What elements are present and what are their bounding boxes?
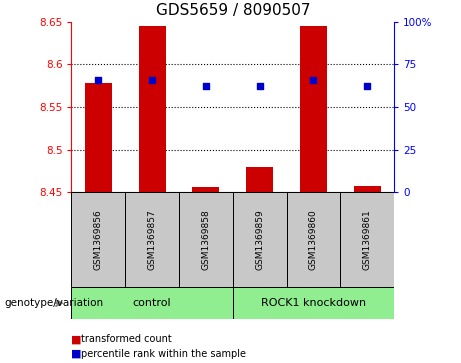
Text: percentile rank within the sample: percentile rank within the sample <box>81 349 246 359</box>
Point <box>364 83 371 89</box>
Point <box>95 77 102 83</box>
Text: ■: ■ <box>71 334 82 344</box>
Bar <box>233 287 394 319</box>
Point <box>310 77 317 83</box>
Text: control: control <box>133 298 171 308</box>
Point <box>256 83 263 89</box>
Text: ROCK1 knockdown: ROCK1 knockdown <box>261 298 366 308</box>
Text: GSM1369860: GSM1369860 <box>309 209 318 270</box>
Bar <box>125 192 179 287</box>
Bar <box>85 83 112 192</box>
Bar <box>71 287 233 319</box>
Text: GSM1369859: GSM1369859 <box>255 209 264 270</box>
Bar <box>233 192 287 287</box>
Point <box>148 77 156 83</box>
Title: GDS5659 / 8090507: GDS5659 / 8090507 <box>155 3 310 18</box>
Bar <box>71 192 125 287</box>
Text: GSM1369858: GSM1369858 <box>201 209 210 270</box>
Bar <box>300 26 327 192</box>
Text: GSM1369857: GSM1369857 <box>148 209 157 270</box>
Point <box>202 83 210 89</box>
Text: GSM1369861: GSM1369861 <box>363 209 372 270</box>
Bar <box>246 167 273 192</box>
Bar <box>179 192 233 287</box>
Text: transformed count: transformed count <box>81 334 171 344</box>
Text: genotype/variation: genotype/variation <box>5 298 104 308</box>
Bar <box>340 192 394 287</box>
Bar <box>287 192 340 287</box>
Bar <box>193 187 219 192</box>
Bar <box>139 26 165 192</box>
Text: ■: ■ <box>71 349 82 359</box>
Bar <box>354 185 381 192</box>
Text: GSM1369856: GSM1369856 <box>94 209 103 270</box>
